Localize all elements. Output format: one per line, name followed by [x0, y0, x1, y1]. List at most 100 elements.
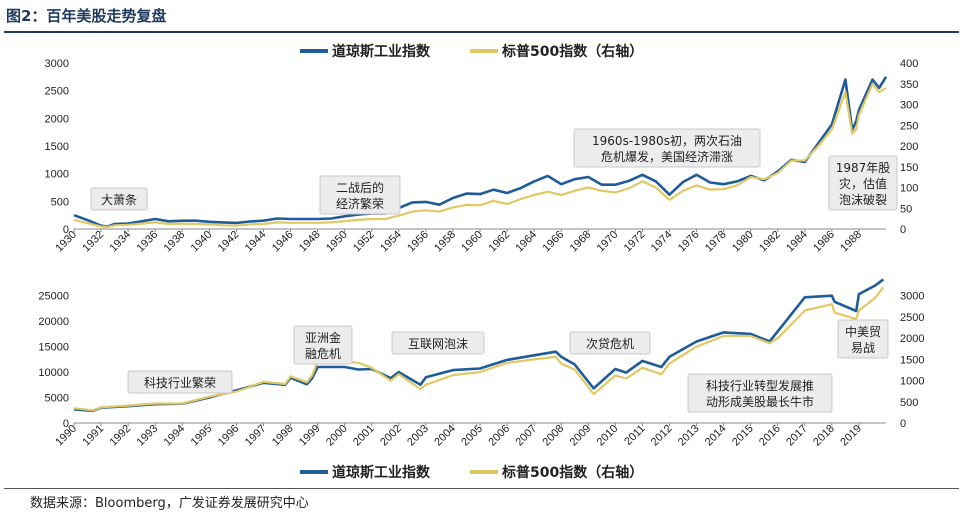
annotation-background	[293, 325, 353, 365]
x-tick-label: 1940	[189, 229, 215, 255]
legend-label-dow: 道琼斯工业指数	[332, 464, 431, 481]
x-tick-label: 2009	[568, 423, 594, 449]
annotation-text: 1960s-1980s初，两次石油	[592, 134, 742, 148]
annotation-background	[90, 187, 148, 211]
y-right-tick-label: 100	[900, 183, 918, 195]
x-tick-label: 1970	[595, 229, 621, 255]
x-tick-label: 1950	[324, 229, 350, 255]
y-right-tick-label: 0	[900, 418, 906, 430]
y-left-tick-label: 15000	[38, 342, 69, 354]
x-tick-label: 1960	[459, 229, 485, 255]
x-tick-label: 1934	[107, 229, 133, 255]
annotation-box: 科技行业繁荣	[127, 370, 233, 394]
annotation-text: 亚洲金	[305, 330, 341, 345]
chart-panel-1930-1990: 0 500 1000 1500 2000 2500 3000 0 50 100 150 200 250 3…	[45, 58, 919, 254]
x-tick-label: 1990	[53, 423, 79, 449]
y-left-tick-label: 1500	[45, 141, 69, 153]
y-right-tick-label: 50	[900, 203, 912, 215]
annotation-background	[391, 331, 485, 355]
annotation-text: 动形成美股最长牛市	[706, 394, 814, 409]
dow-series-line	[73, 76, 888, 228]
x-tick-label: 2006	[486, 423, 512, 449]
x-tick-label: 1994	[162, 423, 188, 449]
x-tick-label: 1954	[378, 229, 404, 255]
annotation-background	[127, 370, 233, 394]
chart-legends: 道琼斯工业指数 标普500指数（右轴）道琼斯工业指数 标普500指数（右轴）	[300, 43, 643, 481]
x-tick-label: 1972	[622, 229, 648, 255]
x-tick-label: 1948	[297, 229, 323, 255]
x-tick-label: 1956	[405, 229, 431, 255]
x-tick-label: 2005	[459, 423, 485, 449]
x-tick-label: 2002	[378, 423, 404, 449]
x-tick-label: 1999	[297, 423, 323, 449]
y-left-tick-label: 3000	[45, 58, 69, 70]
x-tick-label: 1938	[162, 229, 188, 255]
y-left-tick-label: 2500	[45, 86, 69, 98]
annotation-text: 融危机	[305, 347, 341, 361]
x-tick-label: 2004	[432, 423, 458, 449]
legend-label-dow: 道琼斯工业指数	[332, 43, 431, 60]
x-tick-label: 1966	[541, 229, 567, 255]
annotation-box: 次贷危机	[569, 331, 651, 355]
x-tick-label: 1974	[649, 229, 675, 255]
footer-rule	[4, 488, 959, 489]
annotation-text: 次贷危机	[586, 337, 634, 351]
legend-label-sp500: 标普500指数（右轴）	[501, 43, 643, 60]
y-right-tick-label: 0	[900, 224, 906, 236]
x-tick-label: 1968	[568, 229, 594, 255]
x-tick-label: 1958	[432, 229, 458, 255]
y-right-tick-label: 200	[900, 141, 918, 153]
annotation-text: 危机爆发，美国经济滞涨	[601, 149, 733, 164]
y-right-tick-label: 250	[900, 120, 918, 132]
y-right-tick-label: 500	[900, 397, 918, 409]
figure-title: 图2：百年美股走势复盘	[6, 7, 167, 25]
y-left-tick-label: 0	[63, 418, 69, 430]
x-tick-label: 1976	[676, 229, 702, 255]
x-tick-label: 1988	[838, 229, 864, 255]
y-right-tick-label: 150	[900, 162, 918, 174]
x-tick-label: 1946	[270, 229, 296, 255]
sp500-series-line	[73, 286, 885, 412]
sp500-series-line	[73, 82, 887, 228]
y-right-tick-label: 350	[900, 79, 918, 91]
y-left-tick-label: 1000	[45, 169, 69, 181]
y-left-tick-label: 20000	[38, 316, 69, 328]
y-right-tick-label: 1000	[900, 376, 924, 388]
x-tick-label: 2007	[513, 423, 539, 449]
x-tick-label: 1991	[80, 423, 106, 449]
x-tick-label: 1984	[784, 229, 810, 255]
annotation-box: 互联网泡沫	[391, 331, 485, 355]
annotation-background	[319, 175, 401, 215]
y-left-tick-label: 500	[51, 196, 69, 208]
annotation-text: 灾，估值	[839, 176, 887, 191]
x-tick-label: 1995	[189, 423, 215, 449]
annotation-background	[837, 319, 889, 359]
annotation-background	[828, 155, 898, 211]
annotation-text: 易战	[851, 341, 875, 355]
x-tick-label: 1978	[703, 229, 729, 255]
y-right-tick-label: 1500	[900, 354, 924, 366]
annotation-text: 泡沫破裂	[839, 192, 887, 207]
x-tick-label: 1986	[811, 229, 837, 255]
chart-annotations: 大萧条二战后的经济繁荣1960s-1980s初，两次石油危机爆发，美国经济滞涨1…	[90, 128, 898, 413]
x-tick-label: 1996	[216, 423, 242, 449]
x-tick-label: 1932	[80, 229, 106, 255]
x-tick-label: 1992	[107, 423, 133, 449]
x-tick-label: 2012	[649, 423, 675, 449]
x-tick-label: 1993	[135, 423, 161, 449]
annotation-background	[573, 128, 761, 168]
x-tick-label: 2011	[622, 423, 647, 448]
annotation-background	[687, 373, 833, 413]
annotation-box: 大萧条	[90, 187, 148, 211]
annotation-text: 中美贸	[845, 324, 881, 339]
y-left-tick-label: 5000	[45, 393, 69, 405]
dual-panel-chart: 0500100015002000250030000501001502002503…	[38, 43, 924, 481]
x-tick-label: 1964	[513, 229, 539, 255]
x-tick-label: 1982	[757, 229, 783, 255]
x-tick-label: 1936	[135, 229, 161, 255]
